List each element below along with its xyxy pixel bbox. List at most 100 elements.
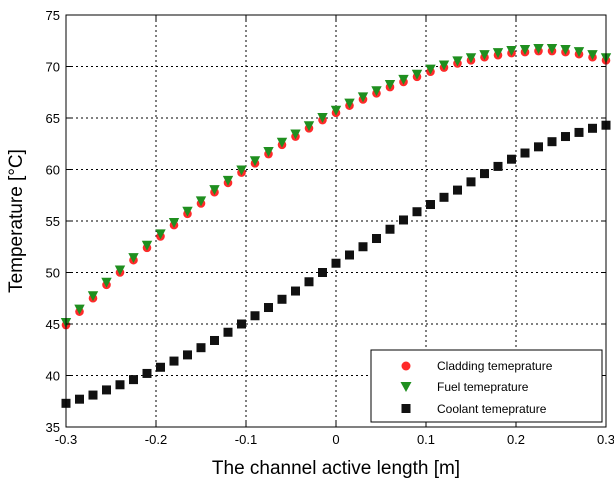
fuel-point [465,53,477,64]
coolant-point [507,154,516,164]
coolant-point [345,250,354,260]
fuel-point [222,175,234,186]
fuel-point [384,80,396,91]
coolant-point [412,207,422,217]
fuel-point [344,98,355,109]
fuel-point [560,45,571,56]
fuel-point [573,47,585,58]
legend: Cladding temeprature Fuel temeprature Co… [370,349,603,423]
fuel-point [290,129,301,140]
coolant-point [88,390,98,400]
fuel-point [438,60,450,71]
coolant-point [385,224,395,234]
y-axis-title: Temperature [°C] [6,149,27,293]
x-axis-title: The channel active length [m] [212,458,460,479]
coolant-point [480,169,489,179]
fuel-point [479,50,490,61]
fuel-point [371,86,382,97]
coolant-point [223,327,233,337]
coolant-point [372,234,381,244]
coolant-point [115,380,125,390]
fuel-point [168,218,180,229]
coolant-point [250,311,260,321]
grid [66,15,606,427]
fuel-point [317,113,328,123]
coolant-point [304,277,314,287]
coolant-point [196,343,206,353]
x-tick-label: -0.1 [235,432,257,447]
coolant-point [75,394,84,404]
fuel-point [263,146,274,157]
x-tick-label: 0.1 [417,432,435,447]
coolant-point [439,192,449,202]
coolant-point [547,137,557,147]
coolant-point [426,200,435,210]
coolant-point [237,319,246,329]
x-tick-label: 0 [332,432,339,447]
coolant-point [264,303,273,313]
y-tick-label: 35 [46,420,60,435]
coolant-point [466,177,476,187]
x-tick-label: -0.2 [145,432,167,447]
fuel-point [533,43,544,54]
fuel-point [303,121,315,132]
fuel-point [209,185,220,196]
fuel-point [357,92,369,103]
coolant-point [574,127,584,137]
coolant-point [142,368,152,378]
fuel-point [452,56,463,67]
fuel-point [101,277,112,288]
legend-entry-cladding: Cladding temeprature [401,359,553,373]
fuel-point [506,46,517,57]
legend-entry-coolant: Coolant temeprature [401,402,547,416]
y-axis-ticks: 35 40 45 50 55 60 65 70 75 [46,8,606,435]
coolant-point [331,258,341,268]
coolant-point [399,215,408,225]
coolant-point [156,362,165,372]
coolant-point [358,242,368,252]
fuel-point [398,74,409,85]
coolant-point [561,132,570,142]
coolant-point [102,385,111,395]
coolant-point [183,350,192,360]
fuel-point [276,137,288,148]
coolant-point [129,375,138,385]
legend-marker-coolant [401,404,411,413]
legend-label-cladding: Cladding temeprature [437,359,553,373]
coolant-point [210,335,219,345]
fuel-point [249,156,261,167]
x-tick-label: 0.3 [597,432,614,447]
fuel-point [87,291,99,302]
y-tick-label: 55 [46,214,60,229]
legend-marker-fuel [400,382,412,392]
y-tick-label: 60 [46,163,60,178]
fuel-point [425,64,436,75]
fuel-point [330,105,342,116]
legend-label-coolant: Coolant temeprature [437,402,547,416]
fuel-point [74,304,85,315]
y-tick-label: 40 [46,369,60,384]
fuel-point [236,165,247,176]
fuel-point [182,206,193,217]
fuel-point [411,69,423,80]
x-axis-ticks: -0.3 -0.2 -0.1 0 0.1 0.2 0.3 [55,15,614,447]
y-tick-label: 45 [46,317,60,332]
fuel-point [587,50,598,61]
y-tick-label: 65 [46,111,60,126]
fuel-point [141,240,153,251]
legend-entry-fuel: Fuel temeprature [400,380,529,394]
x-tick-label: 0.2 [507,432,525,447]
coolant-point [534,142,543,152]
coolant-point [520,148,530,158]
legend-marker-cladding [401,361,411,371]
legend-label-fuel: Fuel temeprature [437,380,529,394]
fuel-point [546,43,558,54]
fuel-point [195,196,207,207]
coolant-point [588,123,597,133]
fuel-point [155,229,166,240]
y-tick-label: 75 [46,8,60,23]
x-tick-label: -0.3 [55,432,77,447]
y-tick-label: 70 [46,60,60,75]
fuel-point [128,253,139,264]
